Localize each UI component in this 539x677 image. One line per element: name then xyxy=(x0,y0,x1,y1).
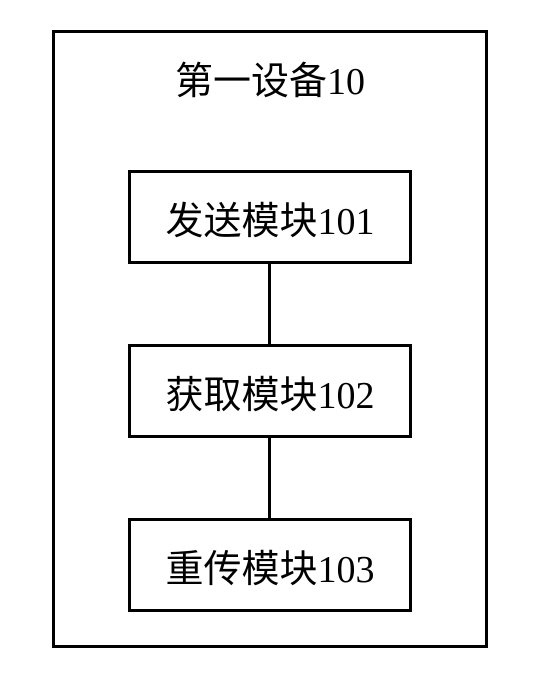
connector-line xyxy=(268,264,271,344)
module-label: 重传模块103 xyxy=(165,538,374,593)
module-label: 发送模块101 xyxy=(165,190,374,245)
module-box-send: 发送模块101 xyxy=(128,170,412,264)
module-label: 获取模块102 xyxy=(165,364,374,419)
diagram-title: 第一设备10 xyxy=(150,58,390,106)
connector-line xyxy=(268,438,271,518)
module-box-acquire: 获取模块102 xyxy=(128,344,412,438)
diagram-canvas: 第一设备10 发送模块101 获取模块102 重传模块103 xyxy=(0,0,539,677)
module-box-retransmit: 重传模块103 xyxy=(128,518,412,612)
